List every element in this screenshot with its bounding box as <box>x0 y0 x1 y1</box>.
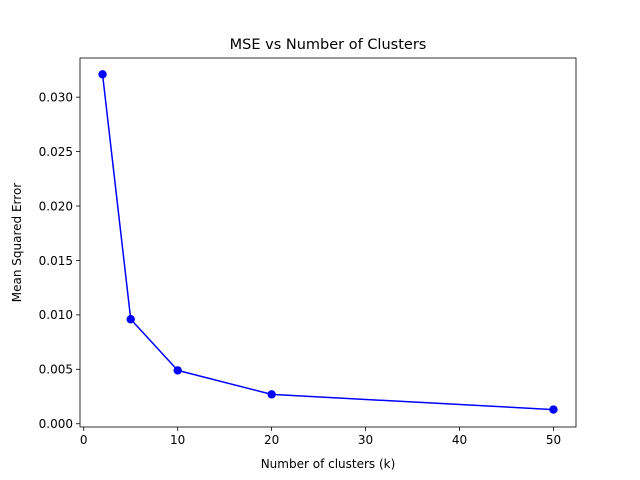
data-point <box>549 405 558 414</box>
x-tick-label: 20 <box>264 433 279 447</box>
x-tick-label: 40 <box>452 433 467 447</box>
x-tick-label: 50 <box>546 433 561 447</box>
y-tick-label: 0.030 <box>39 90 73 104</box>
data-point <box>267 390 276 399</box>
y-tick-label: 0.000 <box>39 417 73 431</box>
data-point <box>173 366 182 375</box>
data-point <box>98 70 107 79</box>
x-axis-label: Number of clusters (k) <box>261 457 396 471</box>
y-tick-label: 0.015 <box>39 254 73 268</box>
plot-area <box>98 70 558 414</box>
chart-title: MSE vs Number of Clusters <box>230 37 427 53</box>
plot-frame <box>79 57 577 428</box>
x-tick-label: 0 <box>80 433 88 447</box>
y-axis-label: Mean Squared Error <box>10 183 24 303</box>
y-tick-label: 0.025 <box>39 145 73 159</box>
y-tick-label: 0.020 <box>39 199 73 213</box>
x-tick-label: 10 <box>170 433 185 447</box>
y-tick-label: 0.010 <box>39 308 73 322</box>
axis-ticks: 0 10 20 30 40 50 0.000 0.005 0.010 0.015 0.020 0.02… <box>39 90 561 447</box>
y-tick-label: 0.005 <box>39 363 73 377</box>
x-tick-label: 30 <box>358 433 373 447</box>
data-point <box>126 315 135 324</box>
